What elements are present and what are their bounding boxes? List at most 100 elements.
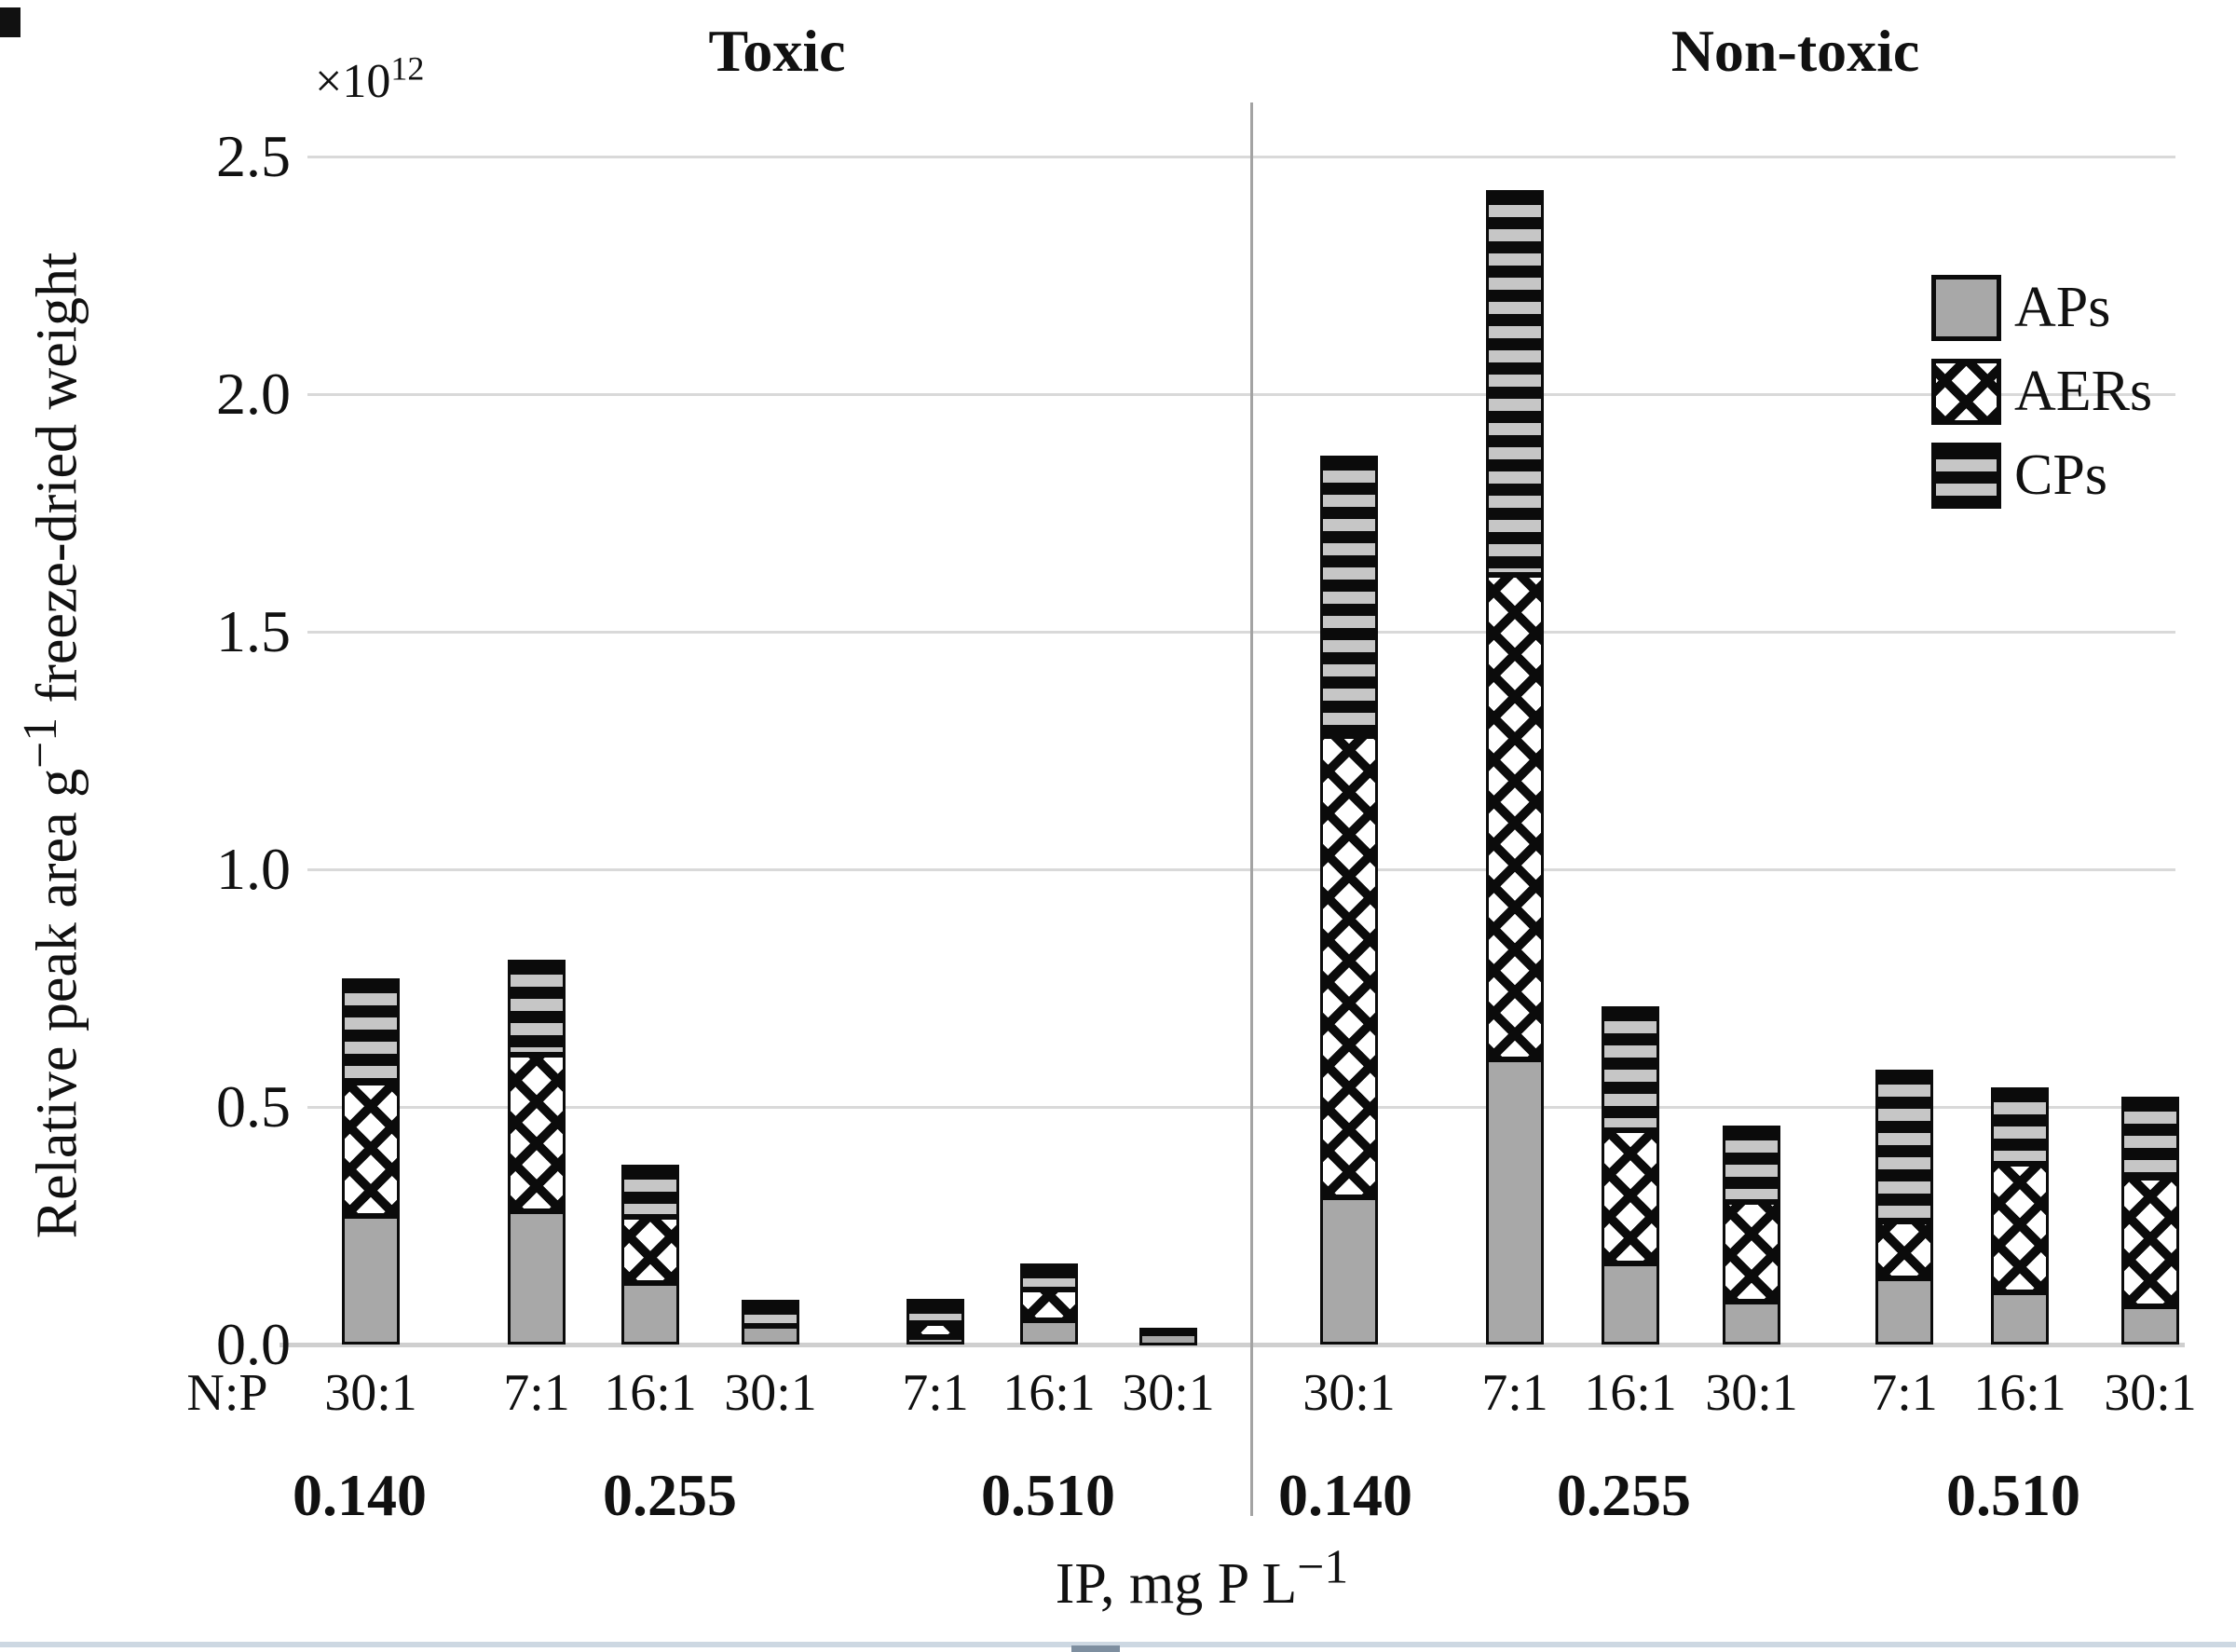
np-tick-label-10: 30:1 <box>1705 1364 1798 1422</box>
x-axis-baseline <box>280 1343 2185 1347</box>
scale-base: ×10 <box>315 55 391 108</box>
ip-group-label-1: 0.255 <box>603 1462 737 1528</box>
bar-segment-cps <box>621 1165 679 1217</box>
bar-segment-cps <box>907 1299 964 1323</box>
bar-segment-aers <box>1723 1202 1780 1302</box>
legend-row-aers: AERs <box>1931 359 2152 425</box>
bar-segment-aps <box>621 1283 679 1345</box>
np-tick-label-12: 16:1 <box>1973 1364 2066 1422</box>
np-tick-label-3: 30:1 <box>724 1364 817 1422</box>
bar-segment-cps <box>1723 1126 1780 1202</box>
cps-swatch-icon <box>1931 443 2001 509</box>
bar-segment-aers <box>1486 575 1544 1059</box>
np-tick-label-13: 30:1 <box>2104 1364 2197 1422</box>
panel-title-toxic: Toxic <box>708 18 846 84</box>
bar-segment-aps <box>1020 1320 1078 1345</box>
y-axis-title-pre: Relative peak area g <box>25 768 89 1239</box>
bar-segment-aps <box>907 1337 964 1345</box>
np-tick-label-6: 30:1 <box>1122 1364 1215 1422</box>
ip-group-label-2: 0.510 <box>981 1462 1115 1528</box>
y-axis-title: Relative peak area g−1 freeze-dried weig… <box>14 112 91 1379</box>
y-tick-label-0.5: 0.5 <box>216 1073 291 1140</box>
bar-segment-aers <box>1991 1164 2049 1292</box>
bar-non-toxic-0.510-16:1 <box>1991 1087 2049 1345</box>
np-tick-label-9: 16:1 <box>1584 1364 1677 1422</box>
bar-segment-aers <box>907 1323 964 1337</box>
corner-crop-artifact <box>0 7 20 37</box>
bar-segment-cps <box>1020 1263 1078 1290</box>
ip-group-label-0: 0.140 <box>293 1462 427 1528</box>
np-tick-label-1: 7:1 <box>503 1364 570 1422</box>
bar-segment-cps <box>1320 456 1378 736</box>
gridline-1.5 <box>307 631 2175 634</box>
bar-segment-cps <box>1139 1328 1197 1333</box>
np-tick-label-7: 30:1 <box>1302 1364 1396 1422</box>
gridline-0.5 <box>307 1106 2175 1109</box>
bar-segment-aps <box>1139 1333 1197 1345</box>
y-tick-label-1.5: 1.5 <box>216 598 291 664</box>
bar-non-toxic-0.140-30:1 <box>1320 456 1378 1345</box>
bar-toxic-0.510-7:1 <box>907 1299 964 1345</box>
bottom-edge-artifact <box>0 1642 2236 1647</box>
bar-segment-cps <box>342 978 400 1083</box>
y-axis-scale-note: ×1012 <box>315 52 424 109</box>
legend: APs AERs CPs <box>1931 275 2152 509</box>
np-tick-label-4: 7:1 <box>902 1364 969 1422</box>
y-axis-title-sup: −1 <box>13 717 67 769</box>
x-axis-title-sup: −1 <box>1297 1540 1349 1594</box>
bar-segment-cps <box>1486 190 1544 575</box>
bar-segment-aps <box>2121 1306 2179 1345</box>
y-tick-label-2.0: 2.0 <box>216 361 291 427</box>
gridline-2.5 <box>307 156 2175 158</box>
bar-toxic-0.510-16:1 <box>1020 1263 1078 1345</box>
bar-non-toxic-0.510-7:1 <box>1875 1070 1933 1345</box>
np-tick-label-8: 7:1 <box>1481 1364 1548 1422</box>
x-axis-title-pre: IP, mg P L <box>1055 1552 1298 1616</box>
bar-segment-aps <box>742 1326 799 1345</box>
bar-segment-aps <box>508 1211 566 1345</box>
aers-swatch-icon <box>1931 359 2001 425</box>
bar-non-toxic-0.255-16:1 <box>1602 1006 1659 1345</box>
bar-segment-aps <box>1602 1263 1659 1345</box>
bar-toxic-0.140-30:1 <box>342 978 400 1345</box>
y-tick-label-2.5: 2.5 <box>216 123 291 189</box>
panel-title-non-toxic: Non-toxic <box>1670 18 1920 84</box>
scale-exponent: 12 <box>390 49 425 88</box>
bar-non-toxic-0.510-30:1 <box>2121 1097 2179 1345</box>
bottom-edge-mark <box>1071 1645 1120 1652</box>
bar-segment-aps <box>1320 1197 1378 1345</box>
bar-segment-aers <box>621 1217 679 1283</box>
legend-label-aers: AERs <box>2014 360 2153 423</box>
y-tick-label-0.0: 0.0 <box>216 1311 291 1377</box>
bar-segment-aers <box>1602 1130 1659 1263</box>
legend-row-cps: CPs <box>1931 443 2152 509</box>
bar-segment-aers <box>1020 1290 1078 1320</box>
y-tick-label-1.0: 1.0 <box>216 836 291 902</box>
bar-segment-aps <box>1875 1278 1933 1345</box>
aps-swatch-icon <box>1931 275 2001 341</box>
bar-toxic-0.510-30:1 <box>1139 1328 1197 1345</box>
bar-segment-aers <box>508 1055 566 1211</box>
bar-segment-aps <box>1723 1302 1780 1345</box>
panel-divider-line <box>1250 102 1253 1516</box>
bar-toxic-0.255-16:1 <box>621 1165 679 1345</box>
bar-toxic-0.255-7:1 <box>508 960 566 1345</box>
bar-segment-aps <box>1486 1059 1544 1345</box>
bar-segment-aers <box>1875 1222 1933 1278</box>
np-tick-label-11: 7:1 <box>1871 1364 1938 1422</box>
np-row-label: N:P <box>186 1364 268 1422</box>
bar-segment-aers <box>2121 1178 2179 1306</box>
ip-group-label-4: 0.255 <box>1557 1462 1691 1528</box>
bar-segment-cps <box>2121 1097 2179 1178</box>
y-axis-title-post: freeze-dried weight <box>25 252 89 717</box>
ip-group-label-5: 0.510 <box>1946 1462 2080 1528</box>
x-axis-title: IP, mg P L−1 <box>876 1543 1528 1618</box>
bar-segment-cps <box>1991 1087 2049 1164</box>
np-tick-label-0: 30:1 <box>324 1364 417 1422</box>
np-tick-label-5: 16:1 <box>1002 1364 1096 1422</box>
bar-segment-cps <box>1602 1006 1659 1130</box>
gridline-1 <box>307 868 2175 871</box>
gridline-2 <box>307 393 2175 396</box>
bar-segment-aers <box>1320 736 1378 1197</box>
